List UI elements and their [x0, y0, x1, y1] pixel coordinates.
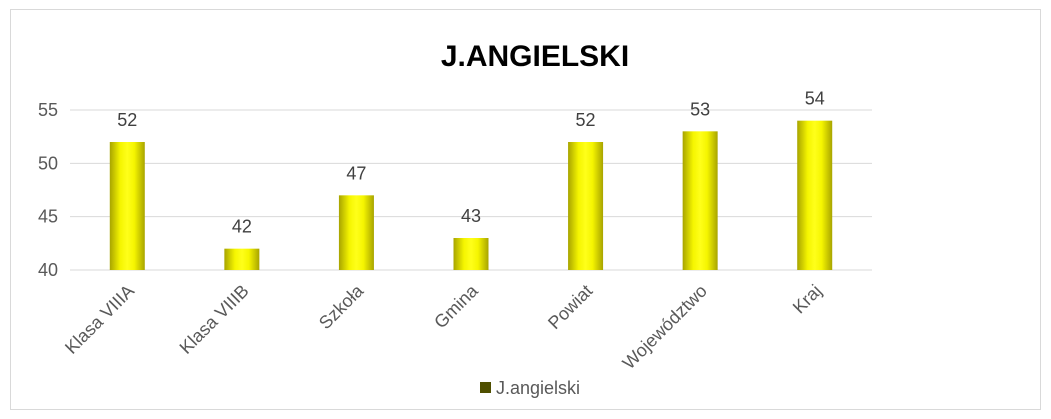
category-label: Powiat	[544, 281, 596, 333]
y-tick-label: 45	[38, 207, 58, 227]
category-label: Województwo	[619, 281, 711, 373]
chart-frame	[10, 9, 1041, 410]
data-label: 43	[461, 206, 481, 226]
y-tick-label: 40	[38, 260, 58, 280]
bar	[568, 142, 604, 270]
data-label: 52	[576, 110, 596, 130]
bars	[109, 120, 833, 271]
category-label: Gmina	[430, 280, 482, 332]
data-label: 54	[805, 89, 825, 109]
chart-title: J.ANGIELSKI	[441, 40, 629, 73]
category-label: Szkoła	[315, 280, 368, 333]
data-label: 53	[690, 99, 710, 119]
legend-label: J.angielski	[496, 378, 580, 398]
bar	[682, 131, 718, 270]
data-label: 52	[117, 110, 137, 130]
bar	[453, 238, 489, 270]
bar	[109, 142, 145, 270]
y-tick-label: 50	[38, 153, 58, 173]
bar	[224, 248, 260, 270]
category-label: Klasa VIIIA	[61, 281, 138, 358]
category-label: Kraj	[789, 281, 826, 318]
legend-marker	[480, 382, 491, 393]
data-labels: 52 42 47 43 52 53 54	[117, 89, 824, 237]
legend: J.angielski	[480, 378, 580, 398]
bar	[797, 120, 833, 271]
bar	[338, 195, 374, 270]
category-label: Klasa VIIIB	[176, 281, 253, 358]
y-tick-label: 55	[38, 100, 58, 120]
y-axis-ticks: 40 45 50 55	[38, 100, 58, 280]
data-label: 42	[232, 217, 252, 237]
data-label: 47	[346, 163, 366, 183]
x-axis-categories: Klasa VIIIA Klasa VIIIB Szkoła Gmina Powiat W…	[61, 280, 826, 373]
